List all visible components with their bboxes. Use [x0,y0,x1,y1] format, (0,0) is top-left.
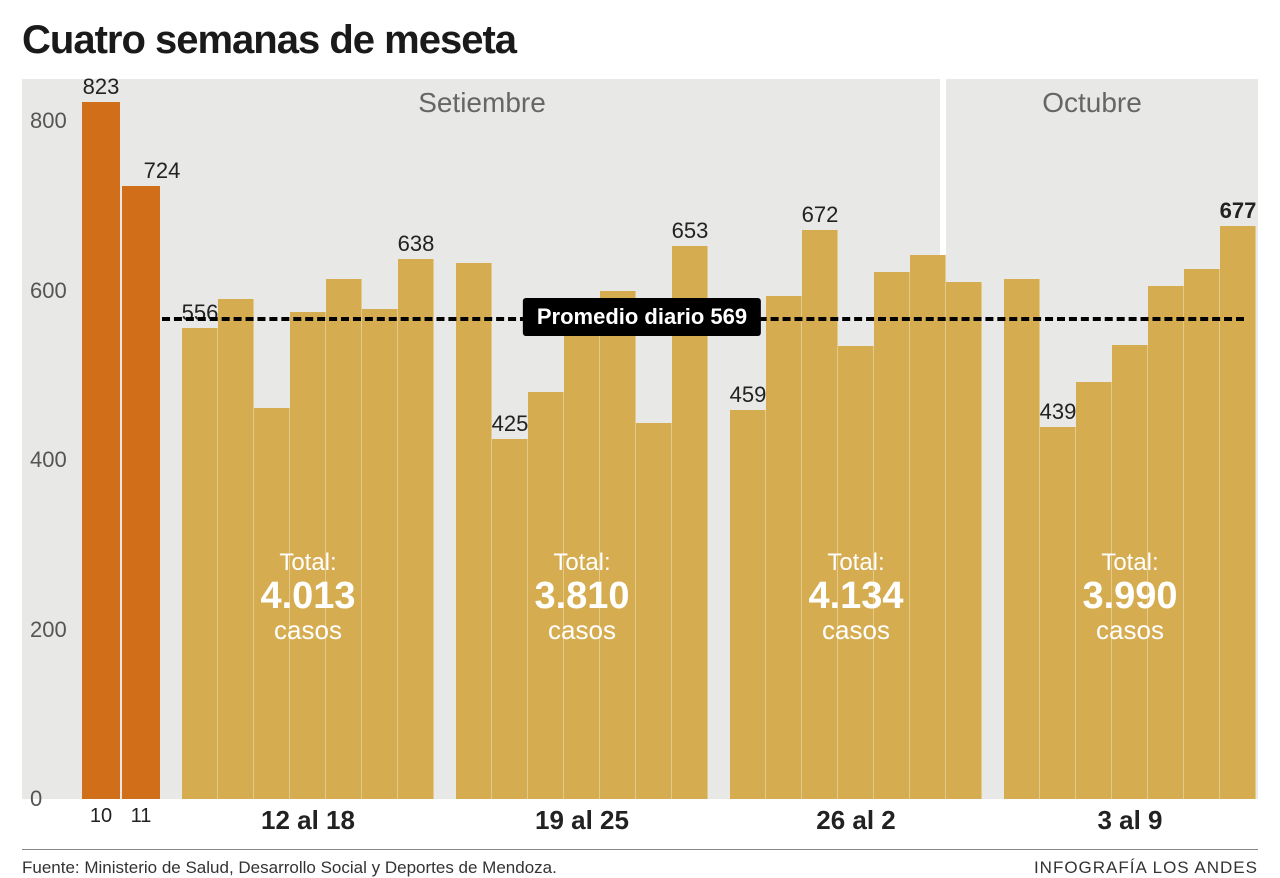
group-bar [1220,226,1256,799]
group-bar [398,259,434,799]
bar-value-label: 439 [1040,399,1077,425]
bar-value-label: 724 [144,158,181,184]
group-bar [730,410,766,799]
group-total-value: 4.013 [260,577,355,615]
chart-plot-area: 0200400600800SetiembreOctubre82372455663… [22,79,1258,799]
x-group-label: 26 al 2 [816,805,896,836]
group-bar [182,328,218,799]
group-bar [1184,269,1220,799]
bar-value-label: 459 [730,382,767,408]
y-tick-label: 800 [30,108,67,134]
group-total: Total:3.810casos [534,549,629,646]
chart-footer: Fuente: Ministerio de Salud, Desarrollo … [22,849,1258,878]
bar-value-label: 677 [1220,198,1257,224]
group-bar [218,299,254,799]
x-group-label: 3 al 9 [1097,805,1162,836]
chart-title: Cuatro semanas de meseta [22,18,1258,63]
group-bar [910,255,946,799]
month-label: Octubre [1042,87,1142,119]
x-tick-label: 10 [90,805,112,828]
group-bar [802,230,838,799]
group-total-unit: casos [1082,615,1177,646]
group-bar [362,309,398,799]
group-bar [492,439,528,799]
source-text: Fuente: Ministerio de Salud, Desarrollo … [22,858,557,878]
group-bar [456,263,492,799]
group-total-label: Total: [1082,549,1177,577]
bar-value-label: 823 [83,74,120,100]
y-tick-label: 200 [30,617,67,643]
y-tick-label: 600 [30,278,67,304]
intro-bar [82,102,120,799]
x-axis: 10 11 12 al 18 19 al 25 26 al 2 3 al 9 [22,799,1258,843]
group-total-unit: casos [808,615,903,646]
average-badge: Promedio diario 569 [523,298,761,336]
x-group-label: 12 al 18 [261,805,355,836]
x-tick-label: 11 [131,805,152,828]
group-bar [1004,279,1040,799]
group-total-unit: casos [260,615,355,646]
bar-value-label: 556 [182,300,219,326]
group-total-value: 3.990 [1082,577,1177,615]
intro-bar [122,186,160,799]
y-tick-label: 400 [30,447,67,473]
group-bar [946,282,982,799]
group-total: Total:3.990casos [1082,549,1177,646]
group-total-label: Total: [260,549,355,577]
group-total-label: Total: [534,549,629,577]
group-bar [636,423,672,799]
credit-text: INFOGRAFÍA LOS ANDES [1034,858,1258,878]
bar-value-label: 653 [672,218,709,244]
x-group-label: 19 al 25 [535,805,629,836]
group-bar [874,272,910,799]
group-bar [1040,427,1076,799]
bar-value-label: 638 [398,231,435,257]
group-bar [600,291,636,799]
month-label: Setiembre [418,87,546,119]
group-bar [326,279,362,799]
group-total-value: 3.810 [534,577,629,615]
group-total-value: 4.134 [808,577,903,615]
bar-value-label: 672 [802,202,839,228]
group-total-label: Total: [808,549,903,577]
group-bar [1148,286,1184,799]
bar-value-label: 425 [492,411,529,437]
group-total: Total:4.134casos [808,549,903,646]
group-total-unit: casos [534,615,629,646]
group-total: Total:4.013casos [260,549,355,646]
group-bar [766,296,802,799]
